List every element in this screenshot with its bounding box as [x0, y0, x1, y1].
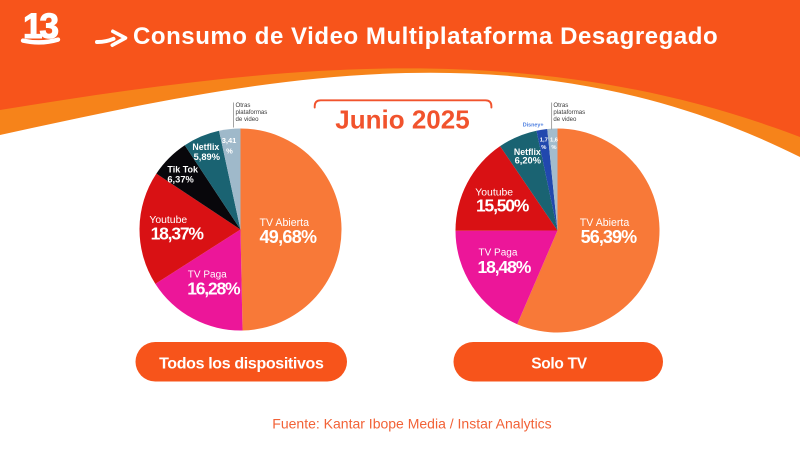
- svg-text:1,6: 1,6: [550, 137, 559, 143]
- svg-text:Otras: Otras: [236, 102, 251, 109]
- svg-text:%: %: [551, 145, 556, 151]
- svg-text:Netflix: Netflix: [192, 142, 219, 152]
- svg-text:Youtube: Youtube: [149, 215, 187, 226]
- svg-text:6,37%: 6,37%: [167, 174, 194, 184]
- svg-text:Junio 2025: Junio 2025: [335, 105, 469, 135]
- svg-text:56,39%: 56,39%: [581, 227, 638, 247]
- svg-text:Todos los dispositivos: Todos los dispositivos: [159, 355, 324, 372]
- svg-text:15,50%: 15,50%: [476, 195, 530, 215]
- svg-text:18,37%: 18,37%: [151, 223, 205, 243]
- svg-text:1,7: 1,7: [540, 137, 548, 143]
- svg-text:plataformas: plataformas: [553, 109, 585, 116]
- svg-text:Tik Tok: Tik Tok: [167, 164, 199, 174]
- svg-text:Solo TV: Solo TV: [531, 355, 588, 372]
- svg-text:TV Paga: TV Paga: [479, 248, 518, 259]
- svg-text:49,68%: 49,68%: [260, 227, 318, 247]
- svg-text:3,41: 3,41: [222, 136, 237, 145]
- svg-text:TV Paga: TV Paga: [188, 270, 227, 281]
- svg-text:%: %: [541, 145, 546, 151]
- svg-text:Disney+: Disney+: [523, 123, 544, 129]
- svg-text:Youtube: Youtube: [475, 187, 513, 198]
- svg-text:5,89%: 5,89%: [194, 152, 221, 162]
- svg-text:de video: de video: [553, 116, 577, 123]
- svg-text:%: %: [226, 146, 233, 155]
- svg-text:de video: de video: [236, 116, 260, 123]
- svg-text:TV Abierta: TV Abierta: [260, 217, 310, 229]
- svg-text:Netflix: Netflix: [514, 147, 541, 157]
- svg-text:TV Abierta: TV Abierta: [580, 217, 630, 229]
- svg-text:6,20%: 6,20%: [515, 156, 542, 166]
- svg-text:Fuente: Kantar Ibope Media / I: Fuente: Kantar Ibope Media / Instar Anal…: [272, 416, 551, 432]
- svg-text:16,28%: 16,28%: [187, 278, 241, 298]
- svg-text:plataformas: plataformas: [236, 109, 268, 116]
- svg-text:18,48%: 18,48%: [478, 257, 532, 277]
- svg-text:Otras: Otras: [553, 102, 568, 109]
- svg-text:Consumo de Video Multiplatafor: Consumo de Video Multiplataforma Desagre…: [133, 23, 718, 50]
